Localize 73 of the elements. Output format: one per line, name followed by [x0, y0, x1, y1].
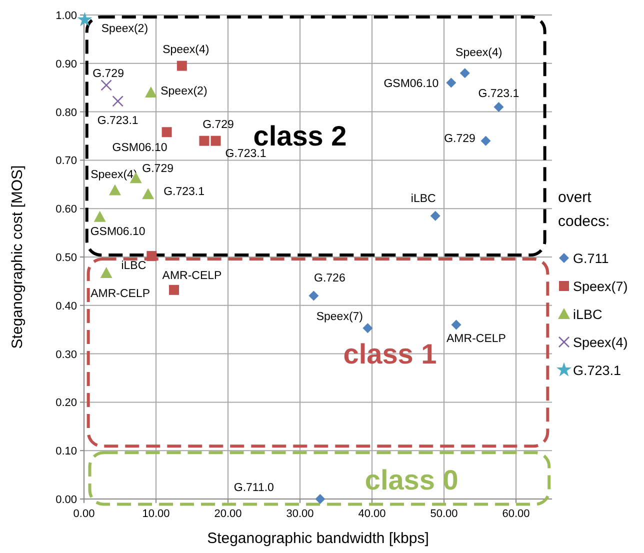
- y-tick-label: 0.90: [56, 58, 77, 70]
- y-tick-label: 0.50: [56, 252, 77, 264]
- y-tick-label: 0.40: [56, 300, 77, 312]
- point: [460, 68, 470, 78]
- annotation: Speex(4): [456, 47, 502, 60]
- x-tick-label: 10.00: [142, 508, 170, 520]
- annotation: Speex(2): [101, 22, 148, 35]
- x-tick-label: 20.00: [214, 508, 242, 520]
- point: [77, 12, 92, 26]
- point: [308, 290, 319, 301]
- annotation: G.729: [202, 118, 234, 131]
- annotation: AMR-CELP: [162, 270, 222, 282]
- point: [100, 266, 112, 278]
- point: [94, 210, 106, 222]
- annotation: class 1: [343, 338, 437, 370]
- point: [100, 80, 112, 91]
- x-tick-label: 60.00: [502, 508, 530, 520]
- point: [494, 102, 504, 112]
- legend-label: G.723.1: [573, 363, 622, 378]
- annotation: G.729: [92, 68, 124, 80]
- y-tick-label: 1.00: [56, 10, 77, 22]
- annotation: Speex(4): [162, 44, 210, 56]
- y-tick-label: 0.30: [56, 348, 77, 361]
- annotation: AMR-CELP: [446, 332, 506, 345]
- annotation: GSM06.10: [112, 142, 168, 154]
- x-axis-title: Steganographic bandwidth [kbps]: [207, 530, 429, 547]
- point: [112, 96, 124, 107]
- point: [210, 136, 221, 146]
- x-tick-label: 40.00: [358, 508, 386, 520]
- point: [315, 494, 326, 504]
- y-tick-label: 0.70: [56, 155, 77, 168]
- annotation: G.726: [314, 272, 346, 285]
- annotation: G.723.1: [97, 115, 138, 128]
- annotation: G.723.1: [164, 186, 205, 198]
- legend-label: Speex(7): [573, 279, 628, 294]
- y-tick-label: 0.00: [56, 494, 77, 506]
- legend-label: Speex(4): [573, 335, 628, 350]
- point: [144, 86, 157, 98]
- annotation: G.729: [142, 163, 174, 176]
- annotation: G.729: [444, 132, 476, 145]
- point: [430, 210, 440, 221]
- point: [362, 323, 373, 334]
- annotation: G.723.1: [478, 88, 520, 100]
- y-axis-title: Steganographic cost [MOS]: [9, 165, 26, 349]
- point: [142, 188, 154, 200]
- point: [199, 136, 210, 146]
- y-tick-label: 0.60: [56, 204, 77, 216]
- point: [108, 184, 121, 196]
- annotation: Speex(7): [316, 311, 364, 324]
- point: [162, 127, 172, 138]
- annotation: class 0: [364, 464, 458, 496]
- annotation: GSM06.10: [384, 78, 439, 90]
- annotation: G.711.0: [234, 482, 274, 494]
- annotation: GSM06.10: [90, 226, 146, 238]
- y-tick-label: 0.80: [56, 106, 77, 119]
- point: [169, 284, 179, 295]
- x-tick-label: 0.00: [73, 508, 95, 520]
- legend-label: G.711: [573, 251, 609, 266]
- annotation: AMR-CELP: [90, 288, 150, 300]
- x-tick-label: 30.00: [286, 508, 314, 520]
- point: [146, 251, 157, 262]
- annotation: iLBC: [410, 192, 436, 205]
- point: [176, 60, 187, 71]
- x-tick-label: 50.00: [430, 508, 458, 520]
- y-tick-label: 0.10: [56, 446, 77, 458]
- legend-title: overt codecs:: [558, 189, 610, 230]
- y-tick-label: 0.20: [56, 397, 77, 410]
- point: [480, 136, 491, 146]
- legend-label: iLBC: [573, 307, 603, 322]
- annotation: Speex(2): [160, 85, 208, 98]
- point: [446, 78, 456, 88]
- annotation: iLBC: [121, 260, 146, 272]
- point: [451, 320, 462, 330]
